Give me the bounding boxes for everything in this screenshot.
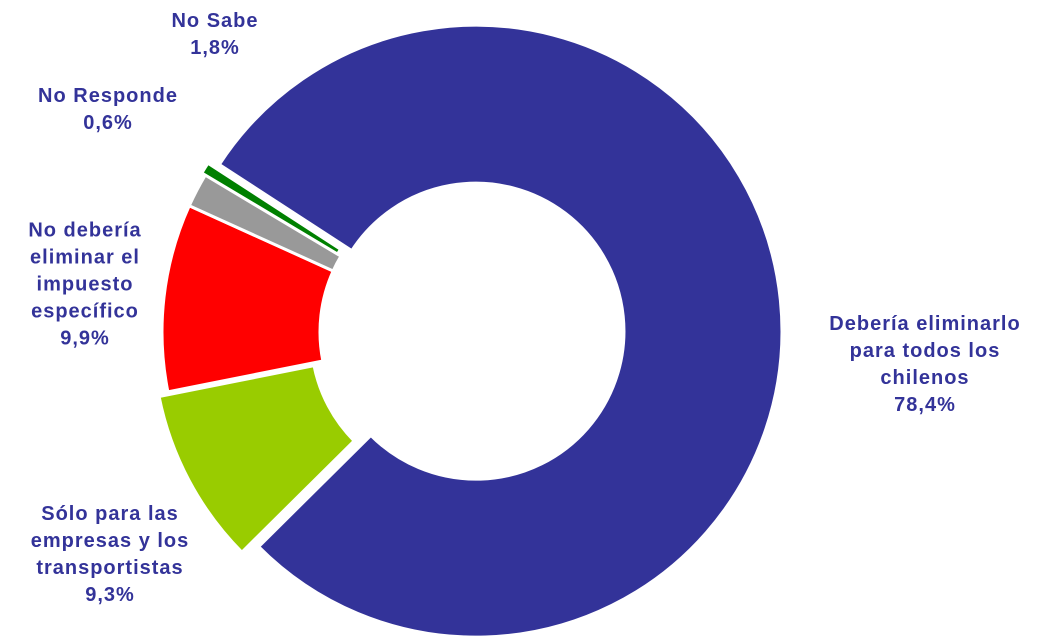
slice-label: No debería eliminar el impuesto específi… [10,218,160,353]
slice-label: No Sabe 1,8% [155,8,275,62]
category-name: No debería eliminar el impuesto específi… [28,219,142,323]
value-label: 9,3% [85,584,135,606]
slice-label: No Responde 0,6% [8,83,208,137]
category-name: Debería eliminarlo para todos los chilen… [829,313,1021,389]
donut-slice [157,363,357,555]
slice-label: Sólo para las empresas y los transportis… [15,501,205,609]
value-label: 0,6% [83,112,133,134]
slice-label: Debería eliminarlo para todos los chilen… [815,311,1035,419]
value-label: 9,9% [60,327,110,350]
donut-slice [199,161,343,257]
donut-slice [217,23,784,637]
category-name: No Responde [38,85,178,107]
donut-slice [187,173,343,273]
value-label: 78,4% [894,394,956,416]
category-name: Sólo para las empresas y los transportis… [30,503,190,579]
category-name: No Sabe [171,10,259,32]
value-label: 1,8% [190,37,240,59]
